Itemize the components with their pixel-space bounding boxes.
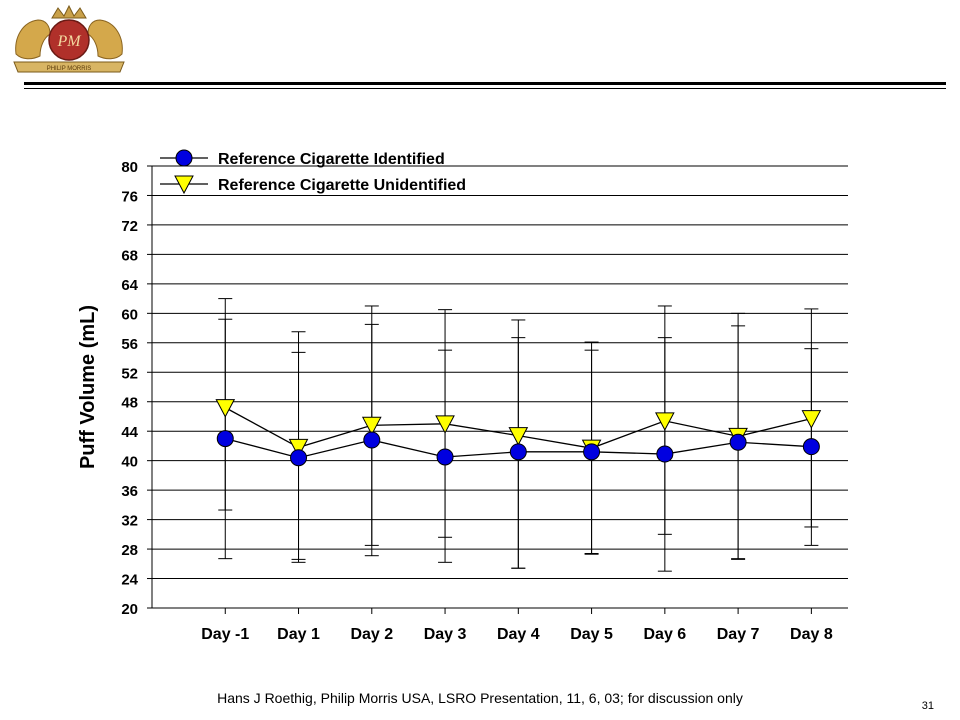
y-tick-label: 36 bbox=[121, 483, 138, 500]
data-point-series-1 bbox=[436, 448, 454, 466]
y-tick-label: 72 bbox=[121, 218, 138, 235]
footer-text: Hans J Roethig, Philip Morris USA, LSRO … bbox=[217, 690, 743, 706]
data-point-series-1 bbox=[363, 431, 381, 449]
data-point-series-2 bbox=[288, 438, 309, 458]
logo-monogram: PM bbox=[56, 33, 82, 50]
data-point-series-2 bbox=[801, 410, 822, 429]
data-point-series-1 bbox=[290, 449, 308, 467]
y-tick-label: 40 bbox=[121, 454, 138, 471]
x-tick-label: Day 6 bbox=[643, 626, 686, 643]
y-tick-label: 64 bbox=[121, 277, 138, 294]
y-tick-label: 56 bbox=[121, 336, 138, 353]
puff-volume-chart: 20 24 28 32 36 40 44 48 52 56 60 64 68 72 76 80 Day -1 Da… bbox=[77, 149, 848, 643]
legend-label: Reference Cigarette Identified bbox=[218, 151, 445, 168]
y-tick-label: 80 bbox=[121, 159, 138, 176]
x-tick-label: Day 7 bbox=[717, 626, 760, 643]
data-point-series-2 bbox=[361, 416, 382, 436]
legend-marker bbox=[175, 149, 193, 167]
data-point-series-2 bbox=[508, 427, 529, 446]
y-tick-label: 76 bbox=[121, 188, 138, 205]
x-tick-label: Day 5 bbox=[570, 626, 613, 643]
data-point-series-1 bbox=[656, 445, 674, 463]
y-tick-label: 32 bbox=[121, 513, 138, 530]
data-point-series-2 bbox=[435, 415, 455, 434]
data-point-series-1 bbox=[509, 443, 527, 461]
data-point-series-1 bbox=[583, 443, 601, 461]
y-tick-label: 20 bbox=[121, 601, 138, 618]
y-tick-label: 44 bbox=[121, 424, 138, 441]
data-point-series-2 bbox=[655, 412, 675, 431]
y-tick-label: 68 bbox=[121, 247, 138, 264]
x-tick-label: Day 3 bbox=[424, 626, 467, 643]
y-tick-label: 28 bbox=[121, 542, 138, 559]
y-tick-label: 52 bbox=[121, 365, 138, 382]
x-tick-label: Day 4 bbox=[497, 626, 540, 643]
data-point-series-1 bbox=[802, 438, 820, 456]
x-tick-label: Day 8 bbox=[790, 626, 833, 643]
data-point-series-2 bbox=[215, 399, 236, 418]
legend-marker bbox=[174, 175, 194, 195]
logo-wordmark: PHILIP MORRIS bbox=[47, 66, 92, 72]
header-rule bbox=[24, 82, 946, 85]
legend-label: Reference Cigarette Unidentified bbox=[218, 177, 466, 194]
page-number: 31 bbox=[921, 700, 934, 712]
x-tick-label: Day 1 bbox=[277, 626, 320, 643]
data-point-series-1 bbox=[216, 430, 234, 448]
philip-morris-crest-icon: PM PHILIP MORRIS bbox=[13, 4, 125, 73]
philip-morris-logo: PM PHILIP MORRIS bbox=[10, 4, 128, 74]
header-rule-thin bbox=[24, 88, 946, 89]
y-tick-label: 60 bbox=[121, 306, 138, 323]
x-tick-label: Day 2 bbox=[350, 626, 393, 643]
y-tick-label: 24 bbox=[121, 572, 138, 589]
y-tick-label: 48 bbox=[121, 395, 138, 412]
data-point-series-1 bbox=[729, 433, 747, 451]
x-tick-label: Day -1 bbox=[201, 626, 249, 643]
y-axis-label: Puff Volume (mL) bbox=[77, 305, 99, 469]
